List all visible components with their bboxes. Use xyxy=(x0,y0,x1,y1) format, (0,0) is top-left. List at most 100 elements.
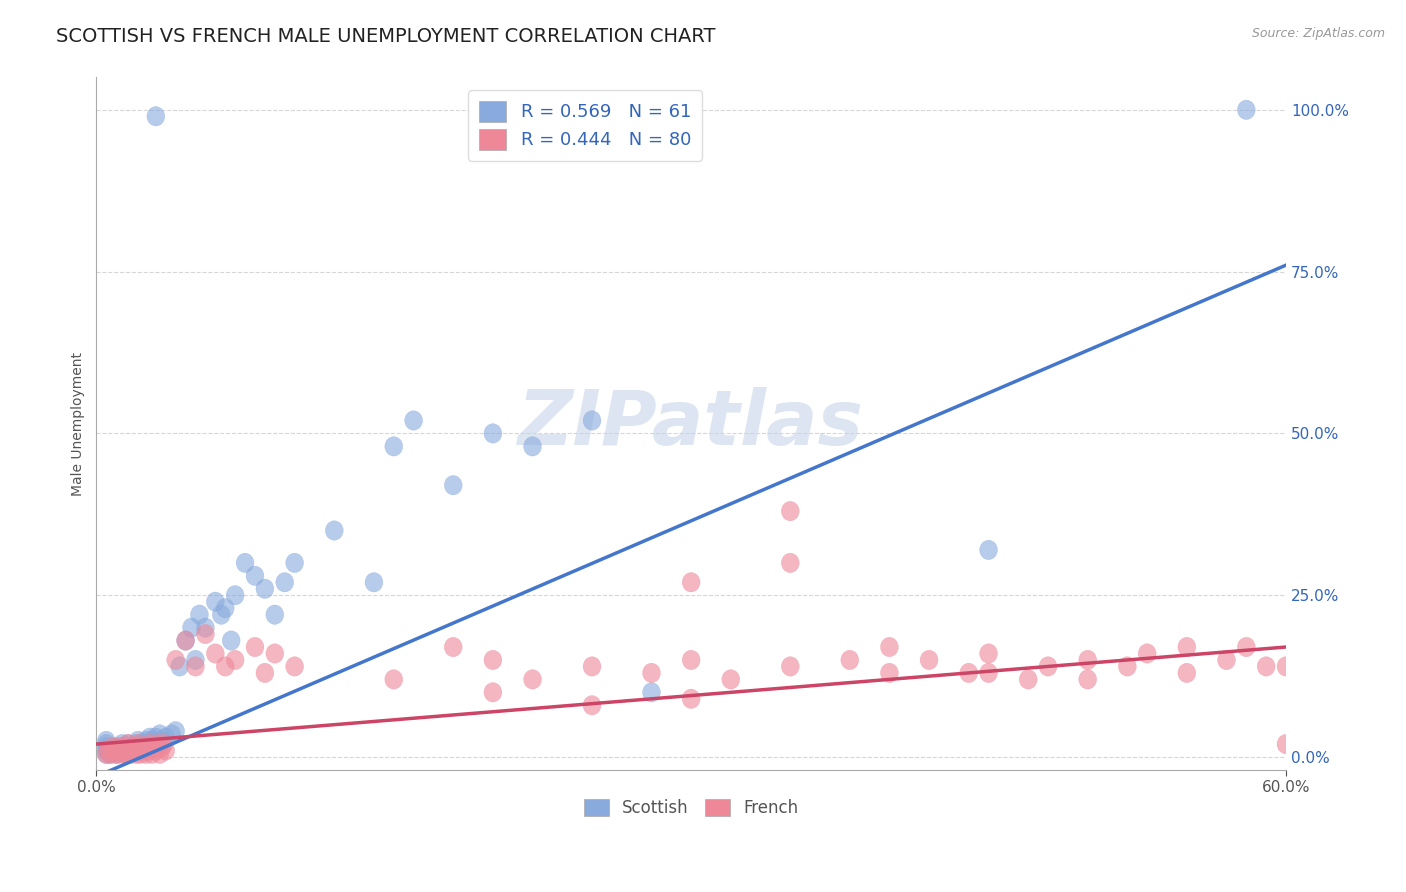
Ellipse shape xyxy=(782,553,799,573)
Ellipse shape xyxy=(1039,657,1057,676)
Ellipse shape xyxy=(177,631,194,650)
Ellipse shape xyxy=(177,631,194,650)
Ellipse shape xyxy=(103,741,121,760)
Ellipse shape xyxy=(120,734,136,754)
Ellipse shape xyxy=(124,741,141,760)
Ellipse shape xyxy=(212,605,231,624)
Ellipse shape xyxy=(150,744,169,764)
Ellipse shape xyxy=(124,741,141,760)
Ellipse shape xyxy=(97,744,115,764)
Ellipse shape xyxy=(197,618,214,637)
Ellipse shape xyxy=(117,741,135,760)
Ellipse shape xyxy=(120,734,136,754)
Ellipse shape xyxy=(129,734,146,754)
Ellipse shape xyxy=(444,637,463,657)
Ellipse shape xyxy=(1277,657,1295,676)
Ellipse shape xyxy=(1277,734,1295,754)
Ellipse shape xyxy=(920,650,938,670)
Ellipse shape xyxy=(127,744,145,764)
Ellipse shape xyxy=(1237,637,1256,657)
Ellipse shape xyxy=(266,605,284,624)
Ellipse shape xyxy=(150,724,169,744)
Ellipse shape xyxy=(643,682,661,702)
Ellipse shape xyxy=(117,744,135,764)
Ellipse shape xyxy=(484,650,502,670)
Ellipse shape xyxy=(207,592,224,611)
Ellipse shape xyxy=(226,585,245,605)
Ellipse shape xyxy=(141,734,159,754)
Ellipse shape xyxy=(187,657,204,676)
Ellipse shape xyxy=(134,741,150,760)
Ellipse shape xyxy=(782,501,799,521)
Ellipse shape xyxy=(266,644,284,663)
Ellipse shape xyxy=(217,599,235,618)
Ellipse shape xyxy=(103,738,121,757)
Ellipse shape xyxy=(385,437,402,456)
Ellipse shape xyxy=(107,744,125,764)
Ellipse shape xyxy=(523,670,541,690)
Ellipse shape xyxy=(143,731,160,750)
Ellipse shape xyxy=(682,690,700,708)
Text: ZIPatlas: ZIPatlas xyxy=(519,387,865,461)
Ellipse shape xyxy=(146,741,165,760)
Ellipse shape xyxy=(114,741,131,760)
Ellipse shape xyxy=(115,741,134,760)
Ellipse shape xyxy=(643,663,661,682)
Ellipse shape xyxy=(97,738,115,757)
Ellipse shape xyxy=(583,657,600,676)
Ellipse shape xyxy=(149,734,167,754)
Ellipse shape xyxy=(1139,644,1156,663)
Ellipse shape xyxy=(256,663,274,682)
Ellipse shape xyxy=(980,541,997,559)
Ellipse shape xyxy=(183,618,201,637)
Text: SCOTTISH VS FRENCH MALE UNEMPLOYMENT CORRELATION CHART: SCOTTISH VS FRENCH MALE UNEMPLOYMENT COR… xyxy=(56,27,716,45)
Ellipse shape xyxy=(444,475,463,495)
Ellipse shape xyxy=(523,437,541,456)
Ellipse shape xyxy=(143,744,160,764)
Ellipse shape xyxy=(139,734,157,754)
Ellipse shape xyxy=(170,657,188,676)
Ellipse shape xyxy=(782,657,799,676)
Ellipse shape xyxy=(682,573,700,592)
Ellipse shape xyxy=(841,650,859,670)
Ellipse shape xyxy=(139,741,157,760)
Ellipse shape xyxy=(1078,670,1097,690)
Ellipse shape xyxy=(246,566,264,585)
Ellipse shape xyxy=(222,631,240,650)
Ellipse shape xyxy=(385,670,402,690)
Ellipse shape xyxy=(107,741,125,760)
Ellipse shape xyxy=(121,744,139,764)
Ellipse shape xyxy=(125,738,143,757)
Ellipse shape xyxy=(110,738,127,757)
Ellipse shape xyxy=(146,728,165,747)
Ellipse shape xyxy=(484,424,502,443)
Ellipse shape xyxy=(153,738,170,757)
Ellipse shape xyxy=(101,744,120,764)
Ellipse shape xyxy=(131,744,149,764)
Ellipse shape xyxy=(236,553,254,573)
Ellipse shape xyxy=(129,731,146,750)
Ellipse shape xyxy=(146,106,165,126)
Ellipse shape xyxy=(1178,663,1195,682)
Ellipse shape xyxy=(980,644,997,663)
Ellipse shape xyxy=(366,573,382,592)
Ellipse shape xyxy=(880,637,898,657)
Ellipse shape xyxy=(127,734,145,754)
Ellipse shape xyxy=(101,744,120,764)
Ellipse shape xyxy=(127,738,145,757)
Ellipse shape xyxy=(583,696,600,715)
Ellipse shape xyxy=(155,734,173,754)
Ellipse shape xyxy=(167,722,184,741)
Ellipse shape xyxy=(276,573,294,592)
Ellipse shape xyxy=(1019,670,1038,690)
Ellipse shape xyxy=(325,521,343,541)
Ellipse shape xyxy=(256,579,274,599)
Ellipse shape xyxy=(136,731,155,750)
Ellipse shape xyxy=(1078,650,1097,670)
Ellipse shape xyxy=(157,741,174,760)
Ellipse shape xyxy=(131,738,149,757)
Ellipse shape xyxy=(114,734,131,754)
Ellipse shape xyxy=(100,741,117,760)
Ellipse shape xyxy=(583,411,600,430)
Ellipse shape xyxy=(105,738,124,757)
